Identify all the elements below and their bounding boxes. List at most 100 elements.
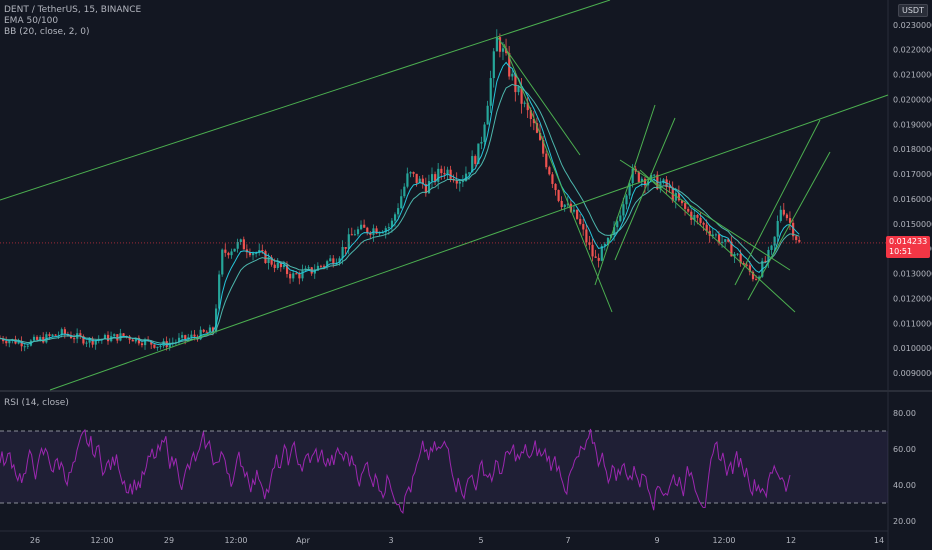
candle-body xyxy=(409,172,412,174)
y-tick-label: 0.0210000 xyxy=(893,71,932,80)
candle-body xyxy=(218,274,221,309)
candle-body xyxy=(5,341,8,344)
candle-body xyxy=(338,258,341,263)
rsi-tick-label: 20.00 xyxy=(893,517,916,526)
candle-body xyxy=(461,181,465,183)
candle-body xyxy=(539,132,542,140)
candle-body xyxy=(628,183,631,196)
candle-body xyxy=(273,264,276,269)
candle-body xyxy=(378,232,381,234)
x-tick-label: 9 xyxy=(654,536,659,545)
trendline xyxy=(49,94,889,391)
candle-body xyxy=(48,334,51,336)
ema-legend[interactable]: EMA 50/100 xyxy=(4,16,59,26)
candle-body xyxy=(779,209,782,221)
candle-body xyxy=(696,214,699,218)
rsi-legend[interactable]: RSI (14, close) xyxy=(4,398,69,409)
candle-body xyxy=(770,245,773,250)
candle-body xyxy=(446,169,449,175)
candle-body xyxy=(82,336,85,344)
candle-body xyxy=(39,336,42,340)
candle-body xyxy=(591,244,594,257)
bb-legend[interactable]: BB (20, close, 2, 0) xyxy=(4,27,90,37)
candle-body xyxy=(156,346,159,348)
candle-body xyxy=(730,241,733,257)
candle-body xyxy=(42,336,45,343)
candle-body xyxy=(181,335,184,338)
candle-body xyxy=(699,217,702,223)
candle-body xyxy=(727,239,730,242)
candle-body xyxy=(434,174,437,182)
candle-body xyxy=(202,329,205,332)
x-tick-label: 29 xyxy=(164,536,174,545)
candle-body xyxy=(758,276,761,280)
candle-body xyxy=(381,232,384,234)
candle-body xyxy=(323,265,326,267)
candle-body xyxy=(415,173,418,183)
candle-body xyxy=(54,334,57,336)
candle-body xyxy=(616,221,619,228)
candle-body xyxy=(597,257,600,261)
candle-body xyxy=(88,338,91,343)
trendline xyxy=(639,169,796,313)
candle-body xyxy=(2,338,5,342)
currency-badge[interactable]: USDT xyxy=(898,4,928,17)
candle-body xyxy=(36,336,39,340)
candle-body xyxy=(418,178,421,183)
rsi-tick-label: 80.00 xyxy=(893,409,916,418)
candle-body xyxy=(520,86,523,104)
candle-body xyxy=(94,340,97,345)
candle-body xyxy=(640,178,644,182)
candle-body xyxy=(199,329,202,340)
candle-body xyxy=(514,73,517,93)
candle-body xyxy=(326,261,329,266)
candle-body xyxy=(569,203,573,212)
candle-body xyxy=(366,227,369,233)
candle-body xyxy=(471,156,474,173)
candle-body xyxy=(360,224,363,230)
x-tick-label: Apr xyxy=(296,536,311,545)
y-tick-label: 0.0160000 xyxy=(893,195,932,204)
candle-body xyxy=(748,265,752,272)
candle-body xyxy=(625,195,628,205)
candle-body xyxy=(489,78,492,106)
x-tick-label: 3 xyxy=(388,536,393,545)
candle-body xyxy=(344,246,347,249)
candle-body xyxy=(215,308,218,332)
candle-body xyxy=(168,342,171,348)
candle-body xyxy=(316,265,320,271)
candle-body xyxy=(356,229,360,235)
candle-body xyxy=(63,329,66,335)
candle-body xyxy=(717,234,721,243)
candle-body xyxy=(477,143,480,164)
candle-body xyxy=(603,243,606,246)
candle-body xyxy=(492,51,495,79)
candle-body xyxy=(495,37,498,52)
candle-body xyxy=(406,173,409,187)
candle-body xyxy=(387,227,390,229)
candle-body xyxy=(184,335,187,340)
candle-body xyxy=(79,333,82,337)
candle-body xyxy=(721,241,724,243)
candle-body xyxy=(69,335,73,339)
candle-body xyxy=(677,192,681,201)
candle-body xyxy=(557,190,560,201)
candle-body xyxy=(116,334,119,341)
candle-body xyxy=(551,174,554,184)
rsi-line xyxy=(0,428,791,515)
candle-body xyxy=(236,241,239,249)
candle-body xyxy=(455,180,458,184)
symbol-line[interactable]: DENT / TetherUS, 15, BINANCE xyxy=(4,5,142,15)
candle-body xyxy=(714,234,718,236)
candle-body xyxy=(397,208,400,215)
y-tick-label: 0.0110000 xyxy=(893,319,932,328)
x-tick-label: 12:00 xyxy=(224,536,247,545)
x-tick-label: 12:00 xyxy=(90,536,113,545)
candle-body xyxy=(572,209,576,212)
candle-body xyxy=(51,334,54,336)
x-tick-label: 7 xyxy=(565,536,570,545)
candle-body xyxy=(144,339,147,346)
candle-body xyxy=(548,167,551,175)
